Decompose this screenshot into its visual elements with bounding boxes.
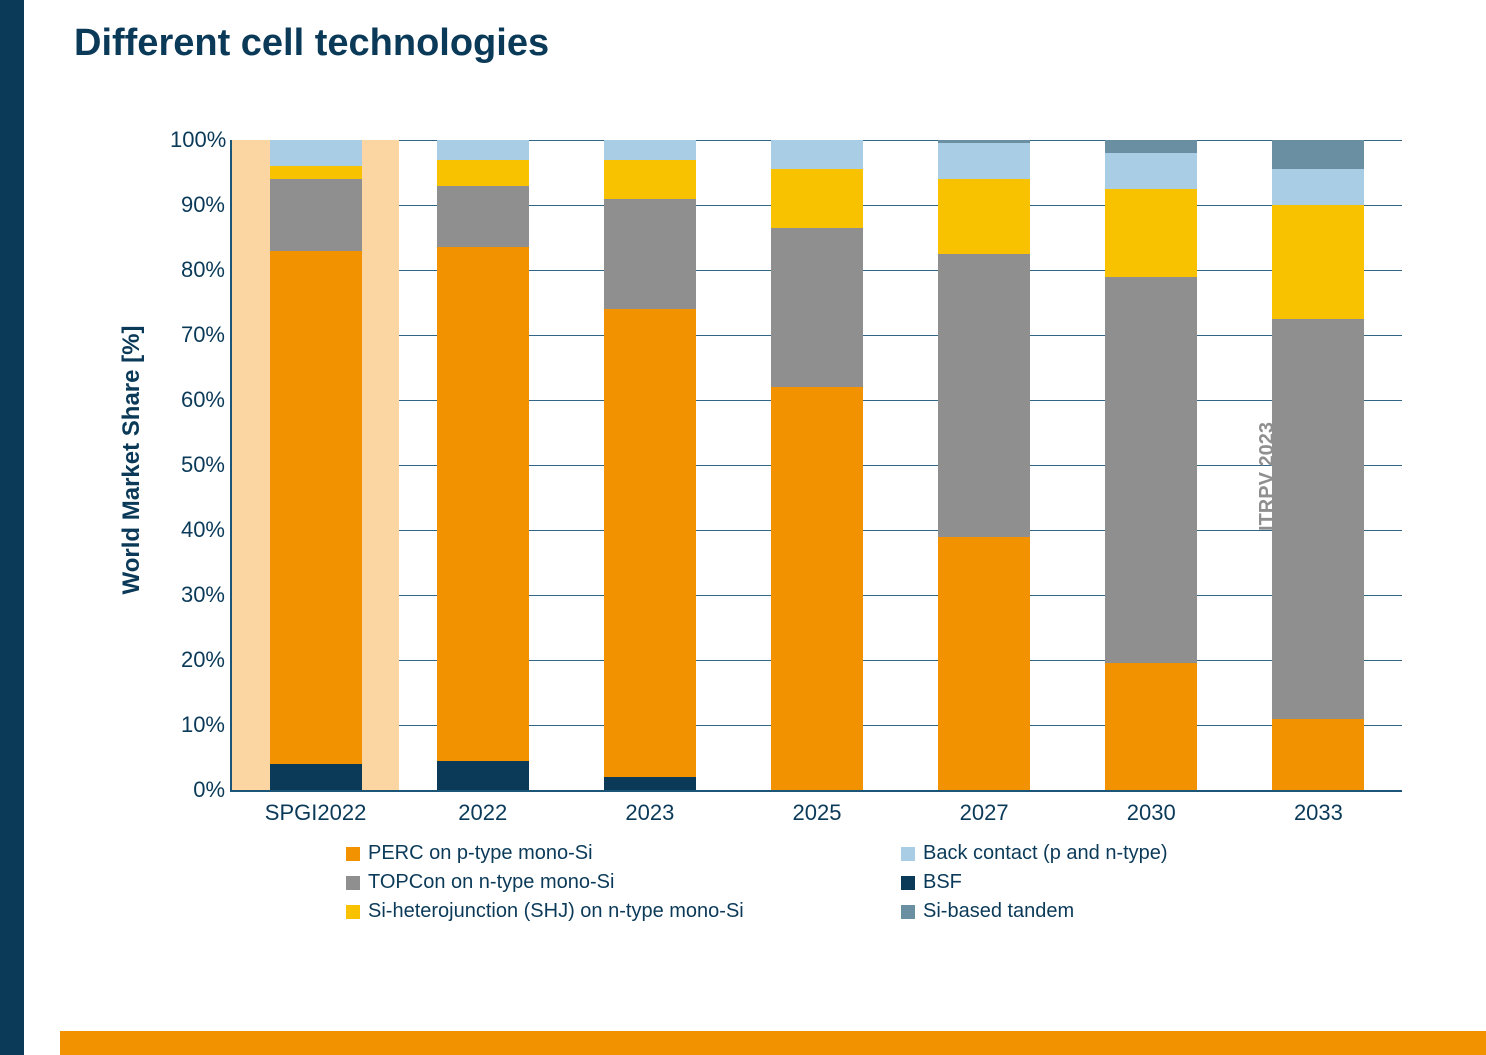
segment-perc — [938, 537, 1030, 791]
bottom-accent-stripe — [60, 1031, 1486, 1055]
segment-topcon — [437, 186, 529, 248]
segment-shj — [1105, 189, 1197, 277]
segment-tandem — [1105, 140, 1197, 153]
legend-label: Si-heterojunction (SHJ) on n-type mono-S… — [368, 900, 744, 923]
legend-item-bsf: BSF — [901, 871, 1426, 894]
legend-item-tandem: Si-based tandem — [901, 900, 1426, 923]
x-tick-label: 2030 — [1059, 790, 1243, 826]
slide: Different cell technologies World Market… — [0, 0, 1486, 1055]
y-tick-label: 90% — [170, 192, 225, 218]
segment-shj — [437, 160, 529, 186]
segment-backcontact — [437, 140, 529, 160]
market-share-chart: World Market Share [%] SPGI2022202220232… — [130, 120, 1430, 930]
segment-backcontact — [771, 140, 863, 169]
segment-perc — [604, 309, 696, 777]
stacked-bar — [938, 140, 1030, 790]
stacked-bar — [1105, 140, 1197, 790]
segment-topcon — [1105, 277, 1197, 664]
segment-perc — [270, 251, 362, 765]
y-tick-label: 60% — [170, 387, 225, 413]
segment-backcontact — [1272, 169, 1364, 205]
y-tick-label: 0% — [170, 777, 225, 803]
segment-shj — [604, 160, 696, 199]
stacked-bar — [604, 140, 696, 790]
segment-tandem — [1272, 140, 1364, 169]
legend-swatch — [346, 876, 360, 890]
segment-shj — [1272, 205, 1364, 319]
segment-topcon — [604, 199, 696, 310]
left-accent-stripe — [0, 0, 24, 1055]
legend-swatch — [901, 876, 915, 890]
stacked-bar — [771, 140, 863, 790]
segment-topcon — [270, 179, 362, 251]
segment-topcon — [938, 254, 1030, 537]
legend-item-perc: PERC on p-type mono-Si — [346, 842, 871, 865]
y-tick-label: 30% — [170, 582, 225, 608]
y-tick-label: 50% — [170, 452, 225, 478]
legend-label: TOPCon on n-type mono-Si — [368, 871, 614, 894]
segment-shj — [270, 166, 362, 179]
x-tick-label: SPGI2022 — [224, 790, 408, 826]
legend-swatch — [346, 905, 360, 919]
stacked-bar — [270, 140, 362, 790]
annotation-label: ITRPV 2023 — [1256, 422, 1279, 531]
legend-item-backcontact: Back contact (p and n-type) — [901, 842, 1426, 865]
y-tick-label: 100% — [170, 127, 225, 153]
legend-label: Si-based tandem — [923, 900, 1074, 923]
y-tick-label: 20% — [170, 647, 225, 673]
y-tick-label: 10% — [170, 712, 225, 738]
bar-2030: 2030 — [1105, 140, 1197, 790]
stacked-bar — [1272, 140, 1364, 790]
page-title: Different cell technologies — [74, 22, 549, 65]
legend-label: PERC on p-type mono-Si — [368, 842, 593, 865]
bar-2027: 2027 — [938, 140, 1030, 790]
x-tick-label: 2025 — [725, 790, 909, 826]
legend-swatch — [901, 847, 915, 861]
segment-perc — [1272, 719, 1364, 791]
segment-bsf — [604, 777, 696, 790]
segment-backcontact — [1105, 153, 1197, 189]
x-tick-label: 2022 — [391, 790, 575, 826]
legend-swatch — [346, 847, 360, 861]
segment-perc — [1105, 663, 1197, 790]
x-tick-label: 2027 — [892, 790, 1076, 826]
bar-2033: 2033 — [1272, 140, 1364, 790]
segment-shj — [938, 179, 1030, 254]
x-tick-label: 2023 — [558, 790, 742, 826]
segment-backcontact — [270, 140, 362, 166]
annotation-label: S&P Global data — [444, 399, 467, 554]
segment-shj — [771, 169, 863, 228]
legend-item-topcon: TOPCon on n-type mono-Si — [346, 871, 871, 894]
y-tick-label: 80% — [170, 257, 225, 283]
y-tick-label: 70% — [170, 322, 225, 348]
segment-bsf — [270, 764, 362, 790]
y-axis-label: World Market Share [%] — [118, 326, 146, 595]
legend-label: Back contact (p and n-type) — [923, 842, 1168, 865]
bar-SPGI2022: SPGI2022 — [270, 140, 362, 790]
legend-item-shj: Si-heterojunction (SHJ) on n-type mono-S… — [346, 900, 871, 923]
legend-label: BSF — [923, 871, 962, 894]
segment-topcon — [1272, 319, 1364, 719]
segment-backcontact — [604, 140, 696, 160]
segment-backcontact — [938, 143, 1030, 179]
x-tick-label: 2033 — [1227, 790, 1411, 826]
segment-topcon — [771, 228, 863, 387]
legend-swatch — [901, 905, 915, 919]
bar-2025: 2025 — [771, 140, 863, 790]
plot-area: SPGI2022202220232025202720302033S&P Glob… — [230, 140, 1402, 792]
legend: PERC on p-type mono-Si Back contact (p an… — [346, 842, 1426, 923]
bar-2023: 2023 — [604, 140, 696, 790]
segment-bsf — [437, 761, 529, 790]
y-tick-label: 40% — [170, 517, 225, 543]
segment-perc — [771, 387, 863, 790]
